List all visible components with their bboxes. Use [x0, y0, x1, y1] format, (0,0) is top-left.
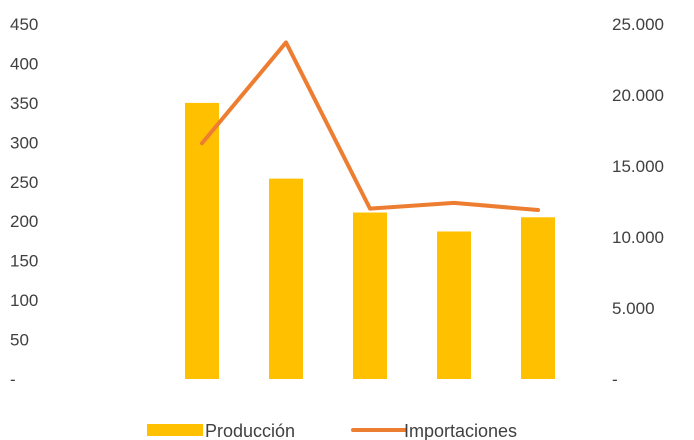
bar — [437, 231, 471, 379]
imports-line — [200, 40, 540, 213]
left-tick-label: 450 — [10, 15, 38, 34]
bar — [353, 212, 387, 379]
left-tick-label: 350 — [10, 94, 38, 113]
right-tick-label: 10.000 — [612, 228, 664, 247]
legend-label-production: Producción — [205, 421, 295, 440]
legend-label-imports: Importaciones — [404, 421, 517, 440]
right-tick-label: 25.000 — [612, 15, 664, 34]
imports-line-series — [200, 40, 540, 213]
production-bars — [185, 102, 555, 379]
left-tick-label: 150 — [10, 252, 38, 271]
left-tick-label: 250 — [10, 173, 38, 192]
right-tick-label: 5.000 — [612, 299, 655, 318]
right-tick-label: - — [612, 370, 618, 389]
left-axis-ticks: - 50 100 150 200 250 300 350 400 450 — [10, 15, 38, 389]
left-tick-label: 400 — [10, 54, 38, 73]
right-axis-ticks: - 5.000 10.000 15.000 20.000 25.000 — [612, 15, 664, 389]
right-tick-label: 15.000 — [612, 157, 664, 176]
legend-swatch-production — [147, 424, 203, 436]
legend: Producción Importaciones — [147, 421, 517, 440]
left-tick-label: - — [10, 370, 16, 389]
right-tick-label: 20.000 — [612, 86, 664, 105]
left-tick-label: 50 — [10, 331, 29, 350]
left-tick-label: 100 — [10, 291, 38, 310]
bar — [185, 102, 219, 379]
bar — [521, 217, 555, 379]
bar — [269, 178, 303, 379]
left-tick-label: 200 — [10, 212, 38, 231]
left-tick-label: 300 — [10, 133, 38, 152]
